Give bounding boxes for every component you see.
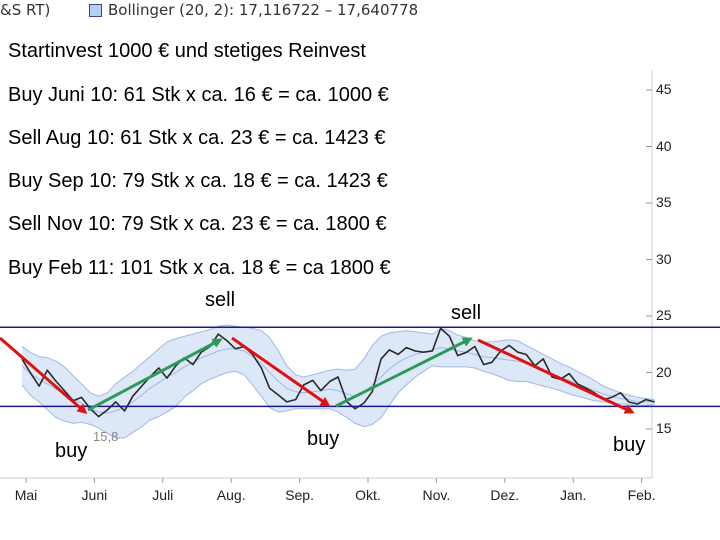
sell-label-nov: sell	[451, 302, 482, 324]
x-tick-label: Sep.	[285, 487, 314, 503]
x-tick-label: Mai	[14, 487, 38, 503]
buy-arrow-sep	[335, 337, 473, 408]
y-tick-label: 20	[656, 363, 672, 380]
buy-label-feb: buy	[613, 434, 646, 456]
x-tick-label: Aug.	[216, 487, 246, 503]
x-tick-label: Okt.	[355, 487, 381, 503]
buy-label-jun: buy	[55, 440, 88, 462]
low-value-label: 15,8	[93, 429, 119, 444]
x-tick-label: Nov.	[422, 487, 451, 503]
note-startinvest: Startinvest 1000 € und stetiges Reinvest	[8, 40, 366, 62]
sell-label-aug: sell	[205, 289, 236, 311]
bollinger-upper-line	[21, 324, 655, 401]
x-tick-label: Jan.	[559, 487, 587, 503]
x-tick-label: Juli	[152, 487, 174, 503]
note-buy-jun: Buy Juni 10: 61 Stk x ca. 16 € = ca. 100…	[8, 84, 389, 106]
y-tick-label: 25	[656, 307, 672, 323]
note-sell-nov: Sell Nov 10: 79 Stk x ca. 23 € = ca. 180…	[8, 213, 387, 235]
y-tick-label: 40	[656, 137, 672, 154]
sell-arrow-may	[0, 336, 88, 414]
sell-arrow-nov	[477, 338, 635, 414]
y-tick-label: 15	[656, 420, 672, 436]
x-tick-label: Juni	[81, 487, 108, 503]
legend-bollinger-series: Bollinger (20, 2): 17,116722 – 17,640778	[108, 1, 419, 19]
x-tick-label: Dez.	[490, 487, 520, 503]
legend-bollinger-swatch	[89, 4, 102, 17]
y-tick-label: 30	[656, 250, 672, 267]
note-buy-feb: Buy Feb 11: 101 Stk x ca. 18 € = ca 1800…	[8, 257, 391, 279]
buy-label-sep: buy	[307, 428, 340, 450]
bollinger-band-fill	[22, 325, 655, 438]
sell-arrow-aug	[231, 336, 331, 407]
buy-arrow-jun	[87, 338, 223, 412]
note-sell-aug: Sell Aug 10: 61 Stk x ca. 23 € = ca. 142…	[8, 127, 386, 149]
x-tick-label: Feb.	[627, 487, 656, 503]
y-tick-label: 45	[656, 81, 672, 97]
legend-price-series: &S RT)	[0, 1, 51, 19]
bollinger-lower-line	[21, 365, 655, 439]
note-buy-sep: Buy Sep 10: 79 Stk x ca. 18 € = ca. 1423…	[8, 170, 388, 192]
y-tick-label: 35	[656, 194, 672, 210]
